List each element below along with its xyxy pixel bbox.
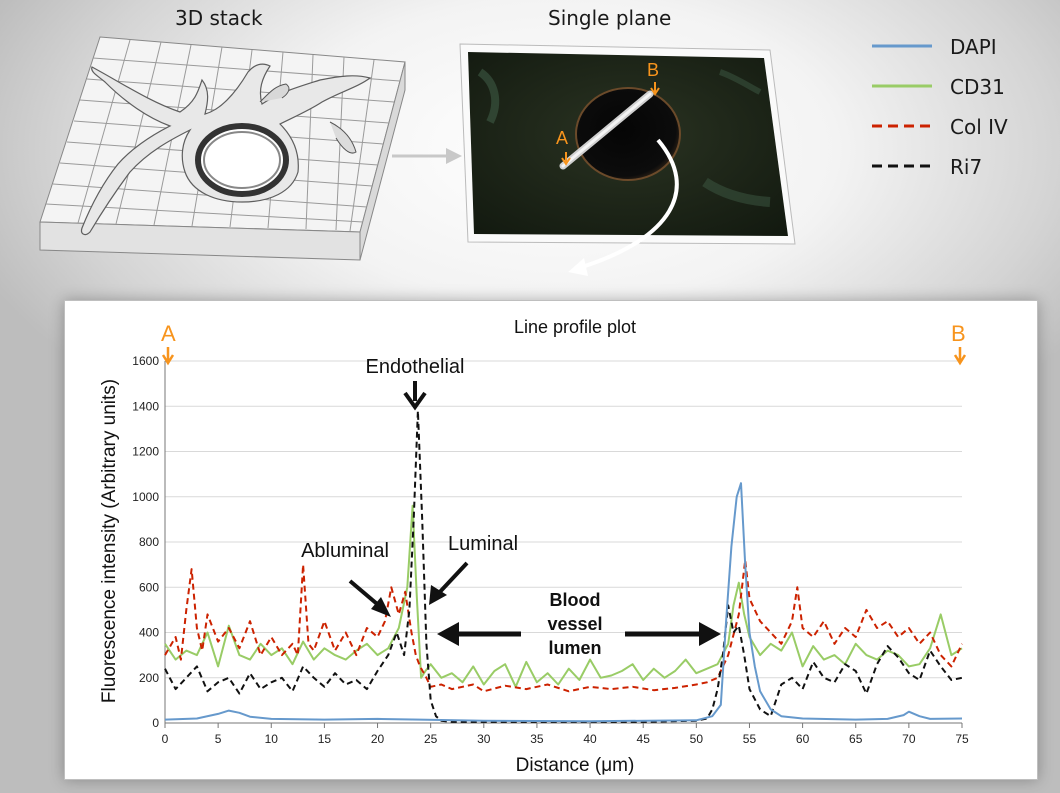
legend-label-ri7: Ri7 <box>950 155 983 179</box>
x-tick-label-45: 45 <box>637 732 651 746</box>
y-tick-label-800: 800 <box>139 535 159 549</box>
series-line-col-iv <box>164 559 963 693</box>
y-tick-label-0: 0 <box>152 716 159 730</box>
line-profile-chart: Line profile plot Distance (μm) Fluoresc… <box>99 317 969 776</box>
lumen-left-arrowhead-icon <box>437 622 459 646</box>
x-tick-label-10: 10 <box>265 732 279 746</box>
legend-item-dapi: DAPI <box>872 30 1052 70</box>
x-tick-label-70: 70 <box>902 732 916 746</box>
legend-label-cd31: CD31 <box>950 75 1005 99</box>
y-tick-label-600: 600 <box>139 580 159 594</box>
x-tick-label-15: 15 <box>318 732 332 746</box>
series-line-cd31 <box>164 504 963 688</box>
single-plane-image: B A <box>459 43 796 245</box>
legend: DAPI CD31 Col IV Ri7 <box>872 30 1052 190</box>
annotation-lumen-line1: Blood <box>550 590 601 610</box>
plane-marker-a: A <box>556 128 568 148</box>
x-tick-label-5: 5 <box>215 732 222 746</box>
marker-b-arrow-icon <box>953 347 967 366</box>
x-tick-label-35: 35 <box>530 732 544 746</box>
stack-3d-image <box>39 36 406 261</box>
marker-b: B <box>951 321 966 346</box>
marker-a-arrow-icon <box>161 347 175 366</box>
endothelial-arrow-icon <box>403 381 427 411</box>
legend-label-dapi: DAPI <box>950 35 997 59</box>
annotation-endothelial: Endothelial <box>366 356 465 378</box>
y-tick-label-1400: 1400 <box>132 399 159 413</box>
x-tick-label-0: 0 <box>162 732 169 746</box>
x-tick-label-25: 25 <box>424 732 438 746</box>
annotation-abluminal: Abluminal <box>301 540 389 562</box>
x-tick-label-50: 50 <box>690 732 704 746</box>
legend-label-col-iv: Col IV <box>950 115 1008 139</box>
plane-marker-b: B <box>647 60 659 80</box>
series-line-ri7 <box>164 409 963 723</box>
x-tick-label-20: 20 <box>371 732 385 746</box>
marker-a: A <box>161 321 176 346</box>
annotation-lumen-line3: lumen <box>548 638 601 658</box>
y-axis-title: Fluorescence intensity (Arbitrary units) <box>99 379 120 703</box>
y-tick-label-400: 400 <box>139 626 159 640</box>
x-tick-label-55: 55 <box>743 732 757 746</box>
legend-item-col-iv: Col IV <box>872 110 1052 150</box>
annotation-lumen-line2: vessel <box>547 614 602 634</box>
x-tick-label-60: 60 <box>796 732 810 746</box>
luminal-arrow-icon <box>435 561 469 597</box>
legend-item-ri7: Ri7 <box>872 150 1052 190</box>
chart-title: Line profile plot <box>514 317 636 337</box>
y-tick-label-1200: 1200 <box>132 445 159 459</box>
y-tick-label-1600: 1600 <box>132 354 159 368</box>
lumen-right-arrowhead-icon <box>699 622 721 646</box>
x-tick-label-75: 75 <box>955 732 969 746</box>
series-line-dapi <box>164 482 963 723</box>
abluminal-arrowhead-icon <box>371 597 391 617</box>
x-axis-title: Distance (μm) <box>516 755 635 776</box>
x-tick-label-65: 65 <box>849 732 863 746</box>
legend-item-cd31: CD31 <box>872 70 1052 110</box>
annotation-luminal: Luminal <box>448 533 518 555</box>
luminal-arrowhead-icon <box>429 585 447 605</box>
x-tick-label-40: 40 <box>583 732 597 746</box>
line-profile-panel: Line profile plot Distance (μm) Fluoresc… <box>64 300 1038 780</box>
stack-caption: 3D stack <box>175 6 263 30</box>
y-tick-label-1000: 1000 <box>132 490 159 504</box>
x-tick-label-30: 30 <box>477 732 491 746</box>
plane-caption: Single plane <box>548 6 672 30</box>
arrow-down-icon <box>568 258 588 276</box>
y-tick-label-200: 200 <box>139 671 159 685</box>
